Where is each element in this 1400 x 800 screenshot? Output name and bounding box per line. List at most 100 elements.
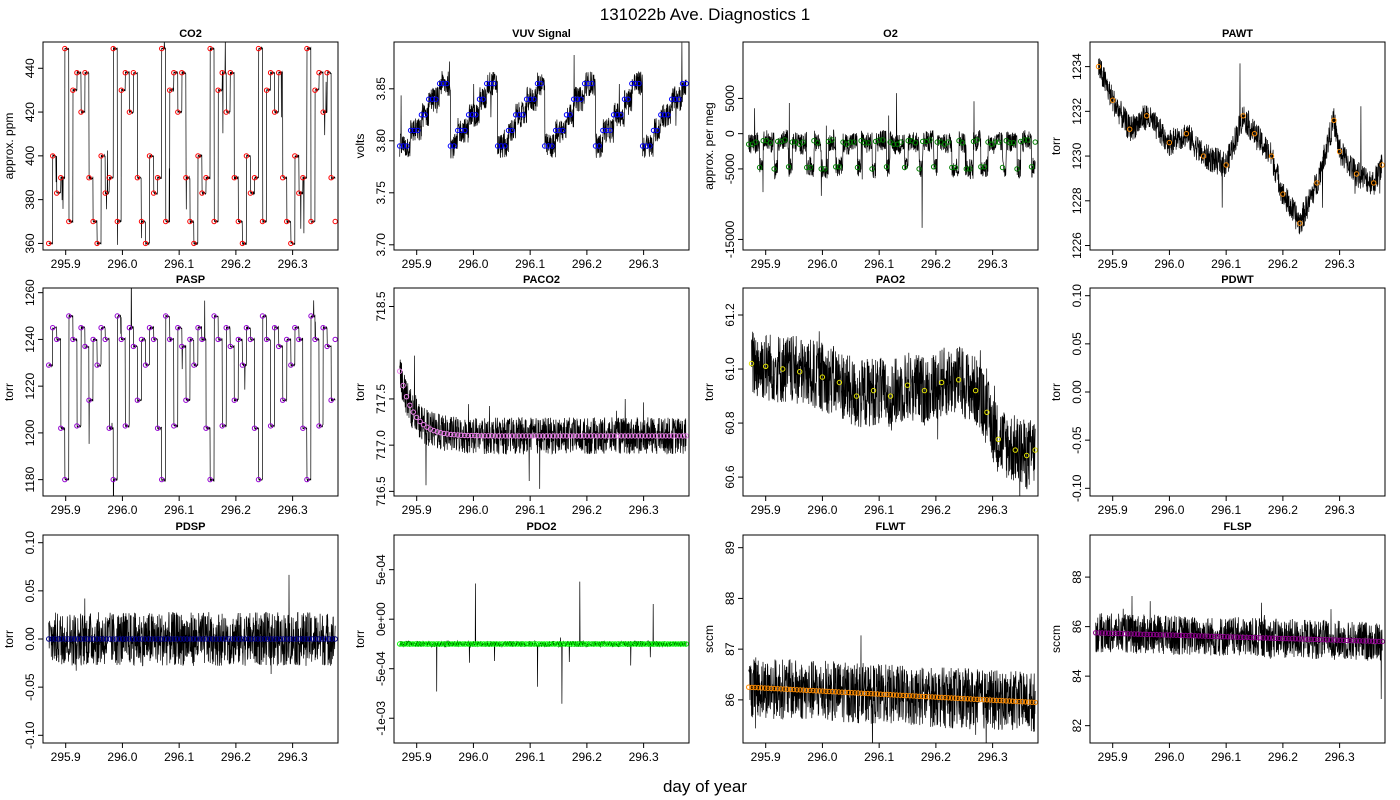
data-point — [465, 432, 471, 439]
data-point — [1276, 635, 1282, 642]
data-point — [515, 641, 521, 647]
data-point — [1199, 633, 1205, 639]
data-point — [247, 336, 254, 343]
data-point — [865, 140, 871, 146]
data-point — [199, 336, 205, 343]
y-tick-label: 3.85 — [374, 77, 388, 101]
data-point — [207, 476, 213, 483]
data-point — [62, 636, 68, 642]
data-point — [81, 636, 87, 642]
data-point — [552, 641, 558, 647]
y-tick-label: -5000 — [723, 153, 737, 184]
data-point — [259, 218, 266, 225]
data-point — [446, 641, 453, 647]
data-point — [187, 336, 193, 343]
data-point — [245, 636, 252, 642]
data-point — [267, 423, 274, 429]
data-point — [1186, 632, 1192, 639]
data-point — [676, 96, 682, 102]
data-point — [484, 80, 490, 87]
data-point — [277, 636, 284, 642]
data-point — [239, 636, 245, 642]
data-point — [509, 127, 515, 134]
data-point — [284, 636, 290, 642]
data-point — [1032, 699, 1038, 706]
data-point — [630, 641, 637, 647]
y-tick-label: -0.05 — [23, 673, 37, 701]
data-point — [654, 641, 660, 647]
data-point — [65, 636, 71, 642]
data-point — [1286, 636, 1292, 642]
data-point — [303, 636, 309, 642]
data-point — [399, 641, 405, 647]
data-point — [1095, 63, 1102, 70]
data-point — [478, 641, 484, 647]
data-point — [623, 641, 629, 647]
data-point — [591, 433, 597, 439]
data-point — [1212, 633, 1218, 640]
y-tick-label: 5e-04 — [374, 554, 388, 585]
data-point — [1093, 630, 1099, 636]
data-point — [70, 87, 76, 93]
data-point — [134, 397, 141, 403]
data-point — [489, 641, 495, 647]
data-point — [1032, 447, 1038, 453]
data-point — [945, 139, 951, 145]
data-point — [114, 313, 121, 319]
data-point — [167, 336, 173, 343]
data-point — [618, 433, 625, 439]
y-tick-label: 360 — [23, 233, 37, 253]
data-point — [475, 433, 481, 439]
data-point — [977, 696, 984, 703]
data-point — [1314, 180, 1320, 186]
panel-pasp: PASP torr 295.9 296.0 296.1 296.2 296.3 1180 120… — [2, 274, 339, 517]
data-point — [306, 636, 313, 642]
data-point — [607, 127, 613, 134]
data-point — [651, 641, 658, 647]
x-tick-label: 296.1 — [864, 503, 894, 517]
data-point — [452, 641, 458, 647]
data-point — [54, 190, 60, 196]
plot-frame — [42, 41, 339, 251]
y-axis-label: approx. ppm — [2, 113, 16, 180]
data-point — [475, 641, 482, 647]
data-point — [784, 686, 790, 692]
plot-area — [1093, 595, 1385, 700]
data-point — [154, 175, 161, 181]
data-point — [1336, 148, 1343, 155]
data-point — [549, 143, 555, 149]
y-tick-label: -1e-03 — [374, 701, 388, 736]
data-point — [213, 636, 219, 642]
plot-frame — [742, 41, 1039, 251]
data-point — [49, 636, 55, 642]
x-tick-label: 296.2 — [921, 503, 951, 517]
data-point — [1247, 634, 1253, 641]
data-point — [461, 432, 468, 439]
data-point — [332, 218, 338, 225]
data-point — [847, 139, 853, 145]
data-point — [46, 240, 52, 247]
data-point — [819, 374, 826, 380]
data-point — [680, 641, 687, 647]
data-point — [765, 685, 771, 691]
data-point — [1297, 220, 1303, 226]
data-point — [54, 336, 60, 343]
data-point — [1000, 698, 1006, 704]
data-point — [683, 641, 689, 647]
data-point — [585, 80, 591, 87]
data-point — [506, 433, 512, 439]
data-point — [82, 343, 88, 350]
y-tick-label: 3.75 — [374, 181, 388, 205]
data-point — [102, 190, 108, 196]
y-tick-label: 82 — [1070, 719, 1084, 733]
data-point — [625, 433, 631, 439]
data-point — [58, 175, 64, 181]
data-point — [641, 641, 647, 647]
data-point — [836, 689, 842, 695]
data-point — [955, 695, 961, 701]
panel-title: PDO2 — [527, 521, 557, 533]
data-point — [297, 636, 303, 642]
data-point — [441, 430, 447, 437]
panel-title: PAWT — [1222, 28, 1253, 40]
data-point — [1014, 166, 1020, 172]
